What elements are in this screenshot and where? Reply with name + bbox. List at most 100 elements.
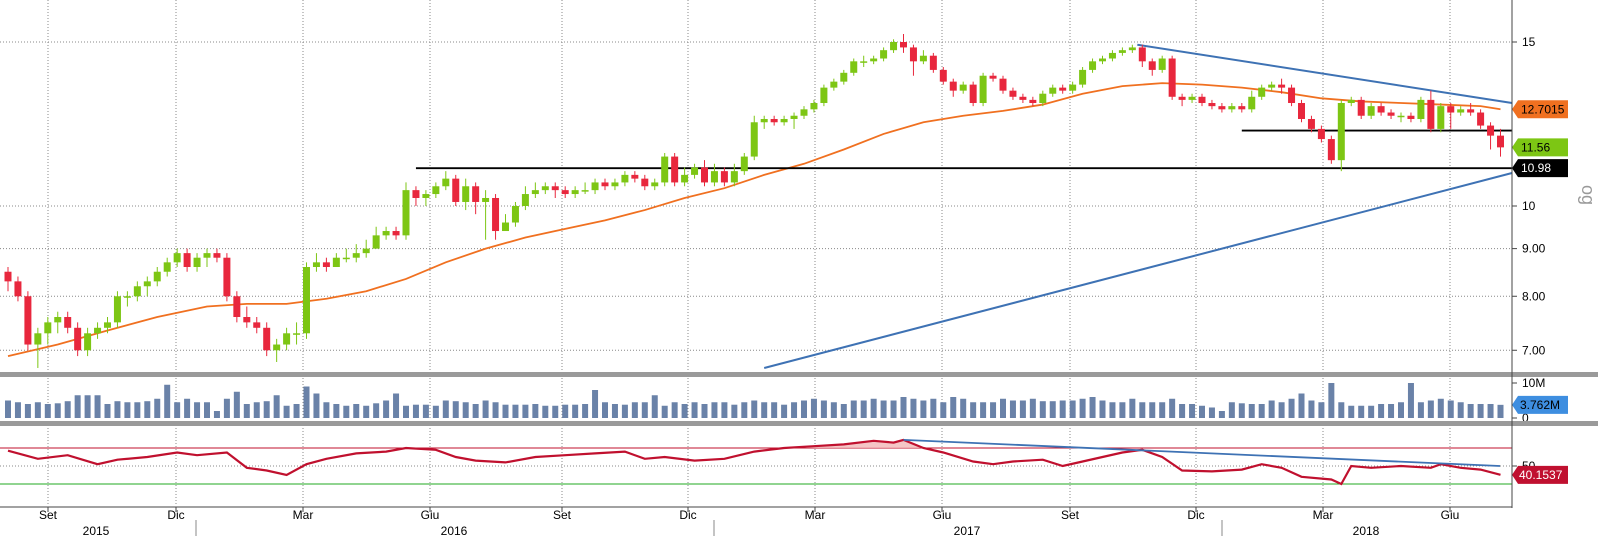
volume-bar: [373, 403, 380, 418]
volume-bar: [64, 401, 71, 418]
volume-bar: [1497, 404, 1504, 418]
volume-bar: [154, 398, 161, 418]
volume-bar: [721, 402, 728, 418]
candle-body: [143, 281, 151, 287]
candle: [1039, 90, 1047, 107]
candle-body: [710, 171, 718, 183]
candle-body: [1307, 118, 1315, 129]
candle-body: [900, 42, 907, 48]
price-tick-label: 7.00: [1522, 343, 1546, 357]
candle: [372, 226, 380, 249]
candle: [332, 253, 340, 268]
volume-bar: [1119, 402, 1126, 418]
rsi-value-tag: [1512, 465, 1568, 484]
volume-bar: [74, 395, 81, 418]
candle-body: [1268, 84, 1276, 88]
candle-body: [1099, 58, 1106, 62]
volume-bar: [602, 402, 608, 418]
candle: [502, 214, 509, 232]
price-tick-label: 9.00: [1522, 242, 1546, 256]
volume-bar: [900, 397, 907, 418]
volume-bar: [54, 403, 61, 418]
volume-bar: [1079, 398, 1086, 418]
candle: [54, 311, 62, 334]
candle: [720, 167, 728, 187]
candle-body: [760, 118, 768, 123]
candle-body: [541, 186, 549, 191]
candle: [193, 253, 201, 272]
candle-body: [1467, 109, 1475, 113]
x-month-label: Dic: [167, 508, 184, 522]
candle-body: [1357, 99, 1365, 116]
candle-body: [492, 197, 500, 232]
candle: [1208, 99, 1216, 110]
volume-bar: [502, 404, 509, 418]
volume-bar: [233, 391, 240, 418]
volume-bar: [303, 386, 310, 418]
candle-body: [1198, 96, 1206, 104]
candle: [1168, 55, 1176, 100]
volume-bar: [810, 398, 817, 418]
candle: [611, 178, 619, 191]
volume-bar: [1199, 405, 1205, 418]
volume-value-label: 3.762M: [1520, 398, 1560, 412]
volume-bar: [582, 404, 589, 418]
volume-bar: [1298, 393, 1305, 418]
candle: [760, 115, 768, 129]
volume-bar: [1467, 404, 1474, 418]
candle-body: [273, 344, 281, 351]
candle-body: [581, 190, 589, 192]
candle-body: [1118, 50, 1126, 53]
volume-bar: [1049, 401, 1056, 418]
candle-body: [1487, 125, 1495, 136]
volume-bar: [1169, 398, 1176, 418]
volume-bar: [462, 402, 469, 418]
candle-body: [203, 253, 211, 258]
volume-bar: [34, 402, 41, 418]
candle: [492, 194, 500, 240]
candle-body: [472, 186, 480, 202]
price-tick-label: 10: [1522, 199, 1536, 213]
candle: [432, 182, 440, 198]
candle-body: [601, 182, 609, 187]
volume-bar: [1427, 400, 1434, 418]
volume-bar: [323, 402, 330, 418]
candle-body: [989, 75, 997, 79]
candle: [989, 72, 997, 82]
candle-body: [303, 267, 310, 334]
candle-body: [691, 167, 699, 175]
volume-bar: [492, 402, 499, 418]
candle: [253, 317, 261, 334]
candle-body: [113, 296, 121, 323]
candle: [1437, 103, 1445, 133]
candle: [1467, 103, 1475, 116]
candle-body: [1218, 106, 1226, 110]
volume-bar: [1398, 402, 1404, 418]
candle: [1138, 44, 1146, 68]
candle-body: [969, 84, 977, 104]
x-year-label: 2018: [1353, 524, 1380, 538]
volume-bar: [522, 404, 529, 418]
candle: [561, 186, 569, 198]
volume-bar: [1447, 400, 1454, 418]
candle: [661, 153, 669, 187]
candle-body: [1298, 103, 1305, 119]
candle: [1099, 55, 1106, 65]
volume-bar: [283, 405, 290, 418]
candle: [949, 78, 957, 97]
candle: [84, 327, 92, 357]
volume-tick-label: 10M: [1522, 376, 1545, 390]
candle: [1487, 122, 1495, 150]
candle-body: [701, 167, 708, 183]
candle: [890, 39, 898, 53]
candle-body: [183, 253, 191, 268]
volume-bar: [1069, 400, 1076, 418]
volume-bar: [1308, 400, 1315, 418]
candle-body: [422, 194, 430, 198]
candle-body: [1208, 103, 1216, 107]
volume-bar: [990, 402, 997, 418]
chart-frame: [0, 0, 1598, 508]
candle: [104, 317, 111, 334]
candle-body: [1049, 87, 1057, 94]
